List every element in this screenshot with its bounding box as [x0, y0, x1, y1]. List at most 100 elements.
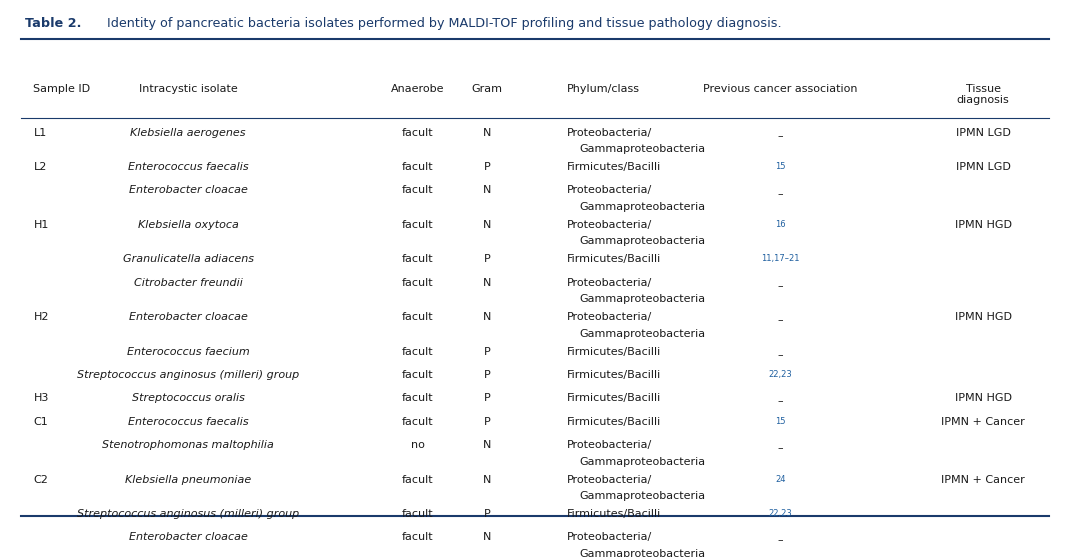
Text: Proteobacteria/: Proteobacteria/ — [567, 128, 653, 138]
Text: Gammaproteobacteria: Gammaproteobacteria — [580, 144, 706, 154]
Text: Gammaproteobacteria: Gammaproteobacteria — [580, 491, 706, 501]
Text: facult: facult — [402, 532, 433, 543]
Text: facult: facult — [402, 370, 433, 380]
Text: IPMN + Cancer: IPMN + Cancer — [942, 417, 1025, 427]
Text: facult: facult — [402, 312, 433, 322]
Text: facult: facult — [402, 185, 433, 196]
Text: 24: 24 — [775, 475, 785, 483]
Text: –: – — [778, 350, 783, 360]
Text: IPMN + Cancer: IPMN + Cancer — [942, 475, 1025, 485]
Text: 16: 16 — [775, 220, 785, 229]
Text: facult: facult — [402, 162, 433, 172]
Text: Proteobacteria/: Proteobacteria/ — [567, 440, 653, 450]
Text: IPMN LGD: IPMN LGD — [956, 128, 1011, 138]
Text: Gammaproteobacteria: Gammaproteobacteria — [580, 237, 706, 246]
Text: facult: facult — [402, 475, 433, 485]
Text: Firmicutes/Bacilli: Firmicutes/Bacilli — [567, 162, 661, 172]
Text: Citrobacter freundii: Citrobacter freundii — [134, 278, 243, 288]
Text: Firmicutes/Bacilli: Firmicutes/Bacilli — [567, 255, 661, 265]
Text: Enterococcus faecalis: Enterococcus faecalis — [127, 162, 248, 172]
Text: IPMN HGD: IPMN HGD — [954, 312, 1012, 322]
Text: Enterococcus faecalis: Enterococcus faecalis — [127, 417, 248, 427]
Text: Klebsiella aerogenes: Klebsiella aerogenes — [131, 128, 246, 138]
Text: N: N — [483, 312, 491, 322]
Text: N: N — [483, 128, 491, 138]
Text: Proteobacteria/: Proteobacteria/ — [567, 312, 653, 322]
Text: Firmicutes/Bacilli: Firmicutes/Bacilli — [567, 417, 661, 427]
Text: Proteobacteria/: Proteobacteria/ — [567, 532, 653, 543]
Text: –: – — [778, 535, 783, 545]
Text: L2: L2 — [33, 162, 47, 172]
Text: P: P — [484, 417, 490, 427]
Text: IPMN HGD: IPMN HGD — [954, 220, 1012, 230]
Text: Stenotrophomonas maltophilia: Stenotrophomonas maltophilia — [103, 440, 274, 450]
Text: H3: H3 — [33, 393, 49, 403]
Text: 22,23: 22,23 — [768, 370, 793, 379]
Text: Proteobacteria/: Proteobacteria/ — [567, 185, 653, 196]
Text: IPMN HGD: IPMN HGD — [954, 393, 1012, 403]
Text: Gammaproteobacteria: Gammaproteobacteria — [580, 457, 706, 467]
Text: L1: L1 — [33, 128, 47, 138]
Text: P: P — [484, 162, 490, 172]
Text: N: N — [483, 278, 491, 288]
Text: Firmicutes/Bacilli: Firmicutes/Bacilli — [567, 370, 661, 380]
Text: Identity of pancreatic bacteria isolates performed by MALDI-TOF profiling and ti: Identity of pancreatic bacteria isolates… — [103, 17, 781, 30]
Text: Firmicutes/Bacilli: Firmicutes/Bacilli — [567, 346, 661, 356]
Text: Firmicutes/Bacilli: Firmicutes/Bacilli — [567, 509, 661, 519]
Text: no: no — [411, 440, 425, 450]
Text: Klebsiella pneumoniae: Klebsiella pneumoniae — [125, 475, 251, 485]
Text: Gammaproteobacteria: Gammaproteobacteria — [580, 329, 706, 339]
Text: N: N — [483, 185, 491, 196]
Text: Streptococcus anginosus (milleri) group: Streptococcus anginosus (milleri) group — [77, 509, 300, 519]
Text: 22,23: 22,23 — [768, 509, 793, 518]
Text: Gammaproteobacteria: Gammaproteobacteria — [580, 294, 706, 304]
Text: Intracystic isolate: Intracystic isolate — [139, 84, 238, 94]
Text: N: N — [483, 220, 491, 230]
Text: facult: facult — [402, 278, 433, 288]
Text: facult: facult — [402, 128, 433, 138]
Text: Proteobacteria/: Proteobacteria/ — [567, 475, 653, 485]
Text: –: – — [778, 189, 783, 199]
Text: 11,17–21: 11,17–21 — [761, 255, 799, 263]
Text: Enterobacter cloacae: Enterobacter cloacae — [128, 185, 247, 196]
Text: Table 2.: Table 2. — [25, 17, 81, 30]
Text: N: N — [483, 532, 491, 543]
Text: Gammaproteobacteria: Gammaproteobacteria — [580, 202, 706, 212]
Text: P: P — [484, 393, 490, 403]
Text: Klebsiella oxytoca: Klebsiella oxytoca — [138, 220, 239, 230]
Text: Enterobacter cloacae: Enterobacter cloacae — [128, 532, 247, 543]
Text: Proteobacteria/: Proteobacteria/ — [567, 220, 653, 230]
Text: facult: facult — [402, 255, 433, 265]
Text: Streptococcus oralis: Streptococcus oralis — [132, 393, 245, 403]
Text: C2: C2 — [33, 475, 48, 485]
Text: facult: facult — [402, 393, 433, 403]
Text: IPMN LGD: IPMN LGD — [956, 162, 1011, 172]
Text: Gammaproteobacteria: Gammaproteobacteria — [580, 549, 706, 557]
Text: facult: facult — [402, 417, 433, 427]
Text: –: – — [778, 131, 783, 141]
Text: P: P — [484, 370, 490, 380]
Text: facult: facult — [402, 220, 433, 230]
Text: N: N — [483, 475, 491, 485]
Text: Proteobacteria/: Proteobacteria/ — [567, 278, 653, 288]
Text: –: – — [778, 281, 783, 291]
Text: H1: H1 — [33, 220, 49, 230]
Text: Gram: Gram — [472, 84, 503, 94]
Text: P: P — [484, 346, 490, 356]
Text: facult: facult — [402, 346, 433, 356]
Text: C1: C1 — [33, 417, 48, 427]
Text: Streptococcus anginosus (milleri) group: Streptococcus anginosus (milleri) group — [77, 370, 300, 380]
Text: facult: facult — [402, 509, 433, 519]
Text: –: – — [778, 443, 783, 453]
Text: Previous cancer association: Previous cancer association — [703, 84, 858, 94]
Text: N: N — [483, 440, 491, 450]
Text: Anaerobe: Anaerobe — [391, 84, 444, 94]
Text: Sample ID: Sample ID — [33, 84, 91, 94]
Text: Firmicutes/Bacilli: Firmicutes/Bacilli — [567, 393, 661, 403]
Text: Phylum/class: Phylum/class — [567, 84, 640, 94]
Text: P: P — [484, 509, 490, 519]
Text: 15: 15 — [775, 162, 785, 171]
Text: Enterobacter cloacae: Enterobacter cloacae — [128, 312, 247, 322]
Text: P: P — [484, 255, 490, 265]
Text: Granulicatella adiacens: Granulicatella adiacens — [123, 255, 254, 265]
